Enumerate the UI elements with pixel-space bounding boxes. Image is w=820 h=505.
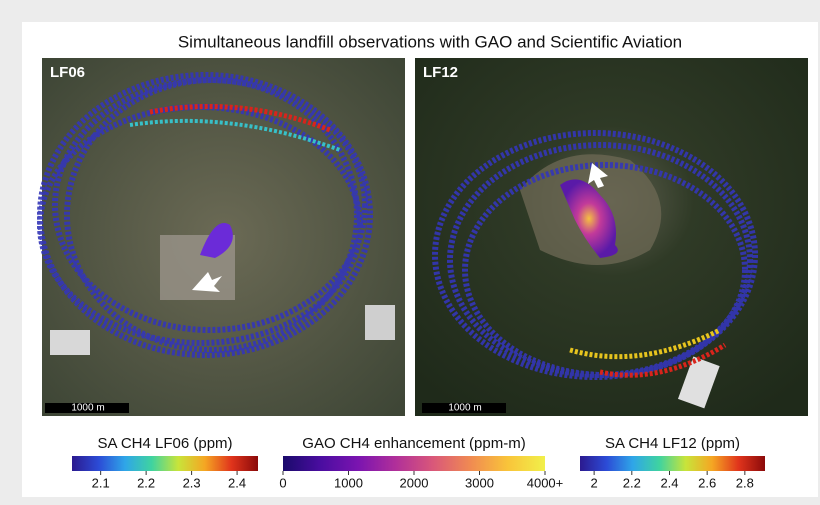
colorbar: [72, 456, 258, 471]
figure-title: Simultaneous landfill observations with …: [178, 32, 682, 51]
colorbar-tick-label: 2.3: [183, 475, 201, 490]
panel-lf12: LF12 1000 m: [415, 58, 808, 416]
colorbar-tick-label: 0: [279, 475, 286, 490]
colorbar-tick-label: 2.4: [660, 475, 678, 490]
colorbar: [283, 456, 545, 471]
colorbar-tick-label: 2.8: [736, 475, 754, 490]
colorbar-tick-label: 2.4: [228, 475, 246, 490]
panel-lf06: LF06 1000 m: [40, 58, 405, 416]
panel-label: LF06: [50, 64, 85, 81]
colorbar-tick-label: 2.6: [698, 475, 716, 490]
figure: Simultaneous landfill observations with …: [0, 0, 820, 505]
colorbar-title: SA CH4 LF06 (ppm): [97, 435, 232, 452]
building: [365, 305, 395, 340]
scale-bar-label: 1000 m: [71, 403, 104, 414]
colorbar-tick-label: 1000: [334, 475, 363, 490]
building: [50, 330, 90, 355]
colorbar-tick-label: 2.1: [92, 475, 110, 490]
colorbar-tick-label: 2.2: [623, 475, 641, 490]
colorbar-title: SA CH4 LF12 (ppm): [605, 435, 740, 452]
colorbar-title: GAO CH4 enhancement (ppm-m): [302, 435, 525, 452]
scale-bar-label: 1000 m: [448, 403, 481, 414]
colorbar-tick-label: 3000: [465, 475, 494, 490]
colorbar-tick-label: 2.2: [137, 475, 155, 490]
colorbar: [580, 456, 765, 471]
panel-label: LF12: [423, 64, 458, 81]
colorbar-tick-label: 2: [591, 475, 598, 490]
colorbar-tick-label: 4000+: [527, 475, 564, 490]
colorbar-tick-label: 2000: [400, 475, 429, 490]
